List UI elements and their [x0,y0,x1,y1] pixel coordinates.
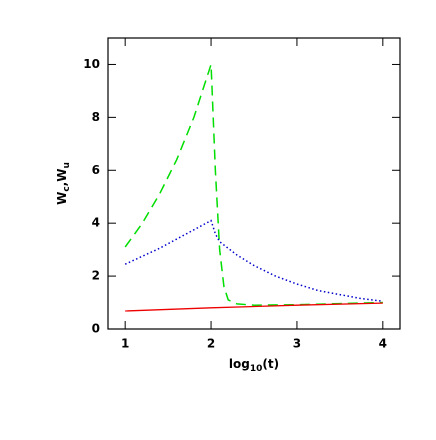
plot-frame [107,37,401,330]
y-tick-label: 2 [92,269,100,283]
ylabel-part: c [62,186,72,191]
x-tick-label: 2 [207,337,215,351]
xlabel: log10(t) [229,357,279,374]
x-tick-label: 4 [379,337,387,351]
x-tick-label: 3 [293,337,301,351]
series-line [125,302,383,312]
ylabel-part: u [62,162,72,168]
xlabel-part: (t) [262,357,279,371]
series-line [124,64,383,306]
y-tick-label: 0 [92,322,100,336]
y-tick-label: 6 [92,163,100,177]
x-tick-label: 1 [121,337,129,351]
y-tick-label: 10 [83,57,100,71]
ylabel-part: ,W [55,169,69,187]
ylabel-part: W [55,192,69,205]
ylabel: Wc,Wu [55,162,72,205]
series-line [124,219,383,302]
y-tick-label: 8 [92,110,100,124]
y-tick-label: 4 [92,216,100,230]
xlabel-part: log [229,357,250,371]
xlabel-part: 10 [250,364,263,374]
